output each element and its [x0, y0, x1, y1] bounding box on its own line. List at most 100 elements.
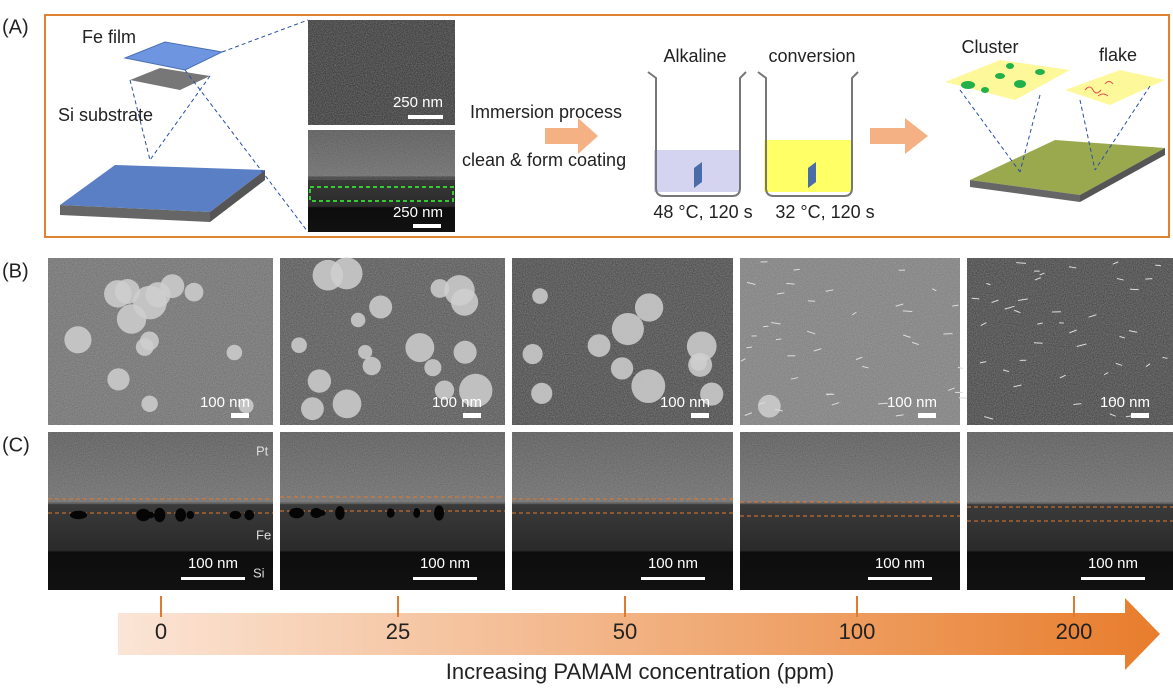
- scale-bar-label: 100 nm: [432, 394, 482, 411]
- scale-bar-label: 100 nm: [200, 394, 250, 411]
- void: [136, 509, 150, 521]
- sem-texture: [280, 432, 505, 502]
- scale-bar: [181, 577, 245, 580]
- tick-label: 200: [1056, 619, 1093, 644]
- void: [175, 508, 186, 522]
- beaker-label: Alkaline: [663, 46, 726, 66]
- scale-bar-label: 100 nm: [1088, 555, 1138, 572]
- sem-texture: [512, 432, 733, 502]
- nanocluster: [117, 304, 146, 333]
- layer-label: Fe: [256, 527, 271, 542]
- tick-label: 100: [839, 619, 876, 644]
- label: Fe film: [82, 27, 136, 47]
- panel-label: (A): [2, 16, 29, 38]
- scale-bar-label: 100 nm: [648, 555, 698, 572]
- nanocluster: [107, 368, 129, 390]
- nanocluster: [141, 396, 157, 412]
- beaker-label: conversion: [768, 46, 855, 66]
- sem-texture: [48, 432, 273, 502]
- sem-texture: [740, 432, 960, 502]
- nanocluster: [405, 333, 434, 362]
- flake: [776, 339, 782, 340]
- substrate: [60, 165, 265, 212]
- process-text: clean & form coating: [462, 150, 626, 170]
- scale-bar-label: 100 nm: [875, 555, 925, 572]
- flake: [903, 311, 912, 312]
- arrow: [545, 118, 598, 154]
- nanocluster: [532, 288, 548, 304]
- nanocluster: [612, 313, 644, 345]
- nanocluster: [308, 369, 331, 392]
- nanocluster: [523, 344, 543, 364]
- nanocluster: [363, 357, 381, 375]
- panel-label: (C): [2, 434, 30, 456]
- scale-bar-label: 100 nm: [420, 555, 470, 572]
- nanocluster: [115, 279, 140, 304]
- scale-bar: [408, 115, 443, 119]
- nanocluster: [758, 395, 781, 418]
- nanocluster: [424, 359, 441, 376]
- scale-bar: [231, 413, 249, 418]
- tick-label: 25: [386, 619, 410, 644]
- scale-bar: [463, 413, 481, 418]
- nanocluster: [185, 283, 204, 302]
- nanocluster: [333, 390, 362, 419]
- scale-bar-label: 250 nm: [393, 94, 443, 111]
- scale-bar: [1131, 413, 1149, 418]
- scale-bar: [918, 413, 936, 418]
- layer-label: Pt: [256, 443, 269, 458]
- condition: 48 °C, 120 s: [653, 202, 752, 222]
- void: [70, 511, 87, 519]
- panel-label: (B): [2, 260, 29, 282]
- scale-bar-label: 100 nm: [660, 394, 710, 411]
- scale-bar: [641, 577, 705, 580]
- scale-bar: [691, 413, 709, 418]
- nanocluster: [64, 326, 91, 353]
- label: flake: [1099, 45, 1137, 65]
- nanocluster: [313, 260, 344, 291]
- label: Si substrate: [58, 105, 153, 125]
- scale-bar-label: 100 nm: [188, 555, 238, 572]
- nanocluster: [635, 293, 663, 321]
- inset-flake: [1065, 70, 1165, 105]
- axis-title: Increasing PAMAM concentration (ppm): [446, 659, 834, 684]
- sem-column: 100 nm 100 nm: [48, 258, 273, 590]
- scale-bar: [413, 224, 441, 228]
- flake: [786, 283, 794, 284]
- nanocluster: [291, 337, 307, 353]
- scale-bar-label: 100 nm: [887, 394, 937, 411]
- flake: [1155, 265, 1161, 266]
- beaker: [648, 72, 746, 196]
- nanocluster: [687, 331, 717, 361]
- fe-layer: [125, 42, 222, 70]
- void: [244, 510, 254, 520]
- nanocluster: [454, 341, 477, 364]
- nanocluster: [588, 334, 611, 357]
- figure: (A) Fe film Si substrate 250 nm 250 nm I…: [0, 0, 1173, 688]
- sem-column: 100 nm 100 nm: [740, 258, 967, 590]
- scale-bar: [413, 577, 477, 580]
- void: [289, 508, 304, 519]
- scale-bar-label: 250 nm: [393, 204, 443, 221]
- void: [154, 508, 165, 522]
- void: [310, 508, 322, 518]
- tick-label: 0: [155, 619, 167, 644]
- nanocluster: [531, 383, 552, 404]
- void: [230, 511, 242, 519]
- layer-label: Si: [253, 565, 265, 580]
- flake: [763, 326, 768, 327]
- arrow: [870, 118, 928, 154]
- nanocluster: [444, 275, 475, 306]
- sem-column: 100 nm 100 nm: [512, 258, 733, 590]
- nanocluster: [369, 295, 392, 318]
- nanocluster: [351, 313, 365, 327]
- tick-label: 50: [613, 619, 637, 644]
- nanocluster: [227, 345, 243, 361]
- process-text: Immersion process: [470, 102, 622, 122]
- void: [387, 508, 394, 518]
- sem-texture: [967, 432, 1173, 502]
- nanocluster: [136, 338, 154, 356]
- sem-column: 100 nm 100 nm: [280, 257, 505, 590]
- scale-bar: [868, 577, 932, 580]
- beaker: [758, 72, 858, 196]
